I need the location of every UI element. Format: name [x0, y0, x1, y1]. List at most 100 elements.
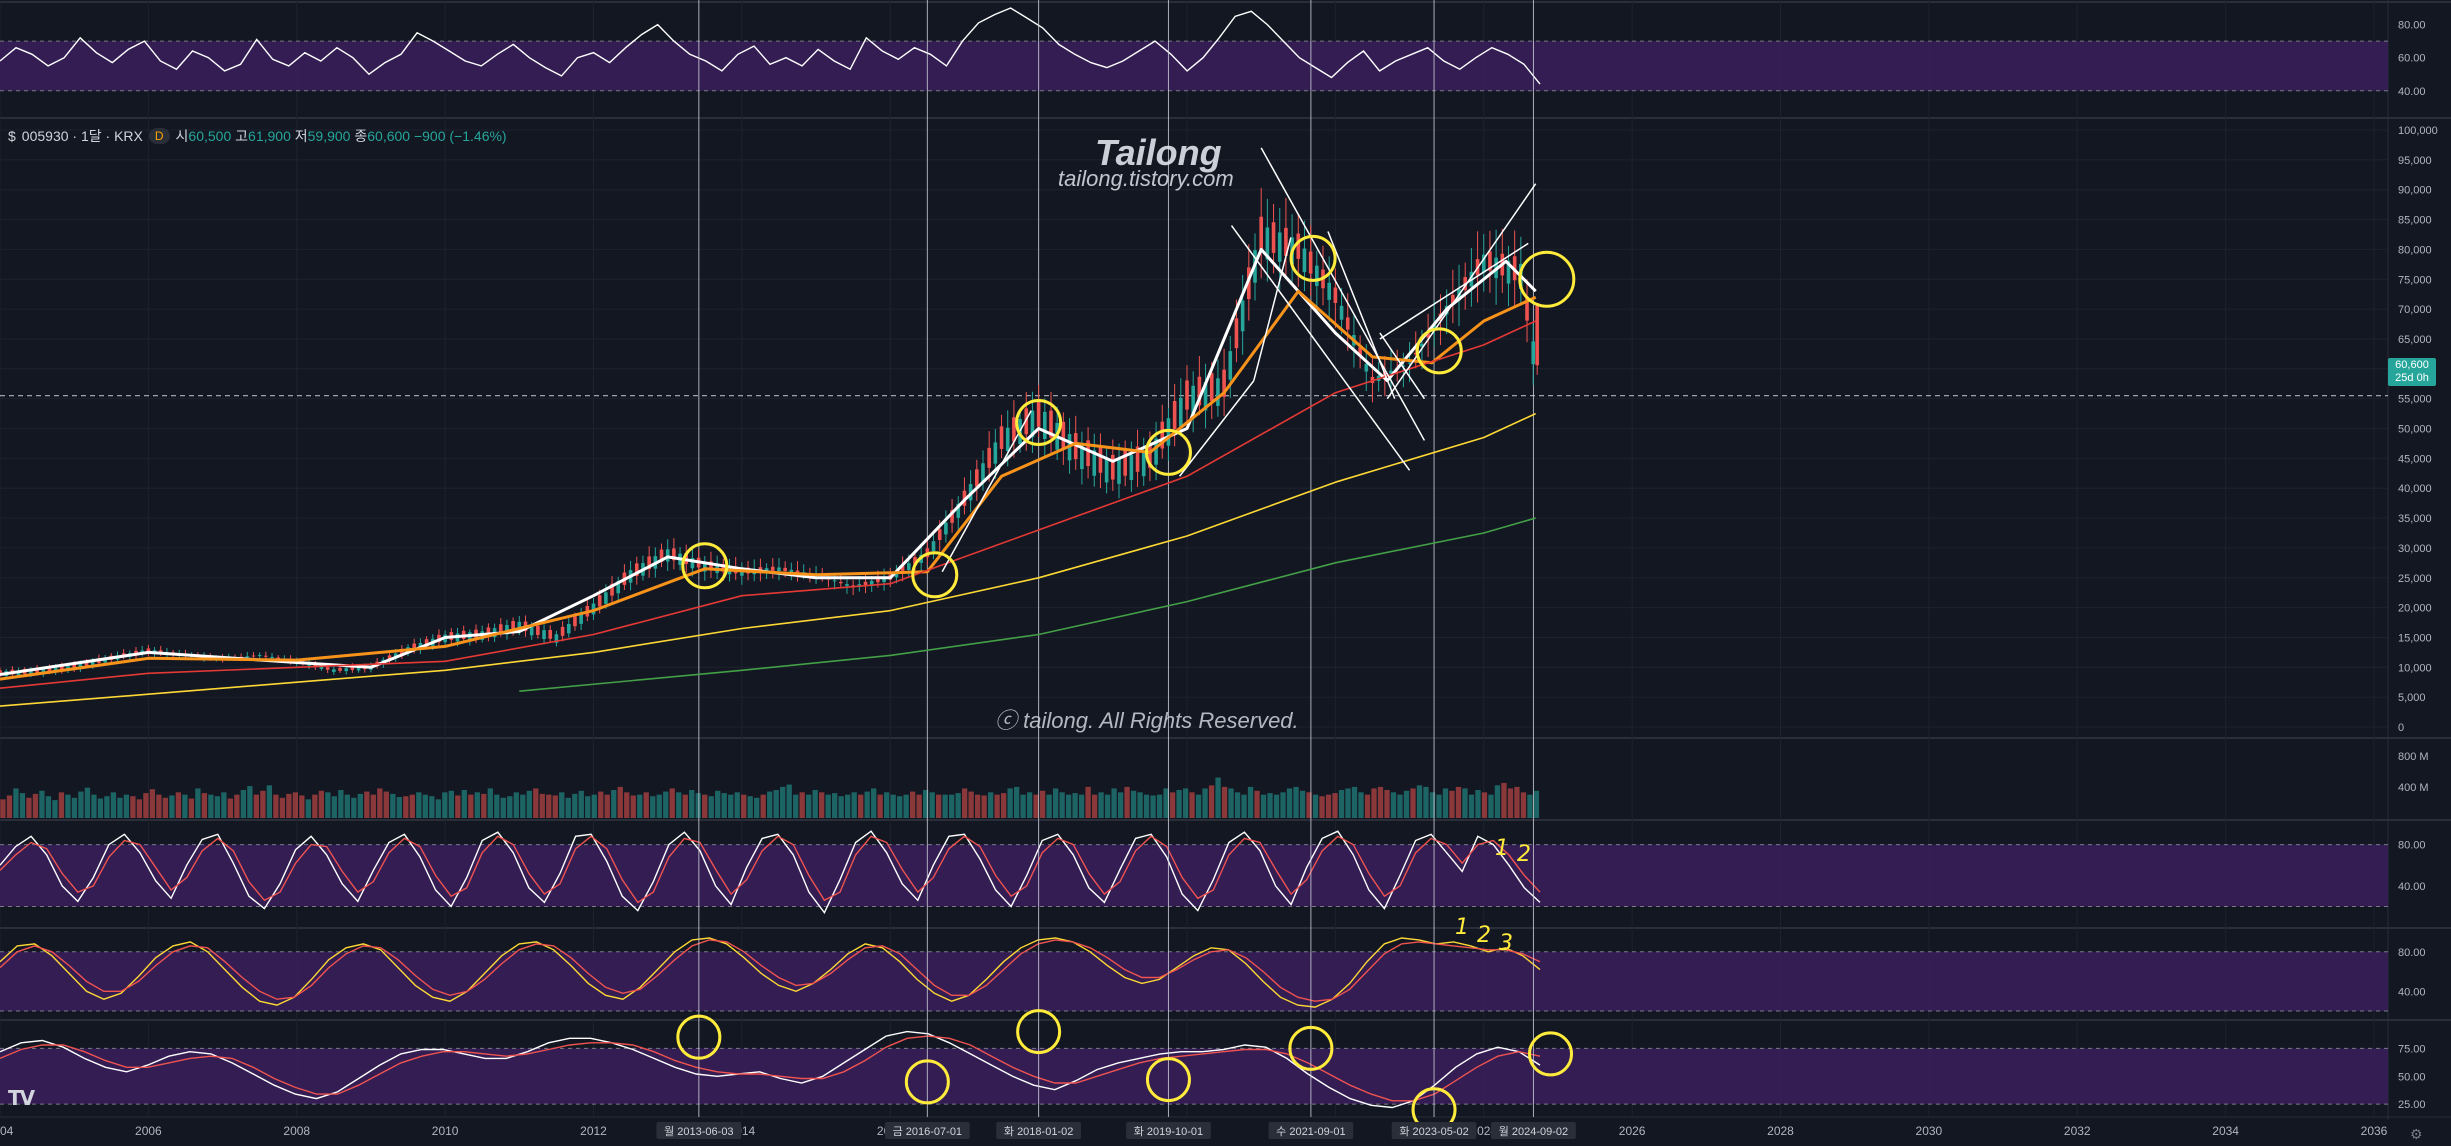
time-axis-label: 2008	[283, 1124, 310, 1138]
candle-body	[1420, 343, 1424, 347]
candle-body	[103, 658, 107, 663]
volume-bar	[117, 797, 123, 818]
volume-bar	[1397, 794, 1403, 818]
date-marker-chip	[996, 1122, 1082, 1139]
volume-bar	[845, 794, 851, 818]
volume-bar	[935, 794, 942, 818]
volume-bar	[273, 794, 279, 818]
volume-bar	[1052, 788, 1059, 818]
candle-body	[659, 549, 664, 563]
volume-bar	[630, 795, 636, 818]
trend-line	[1260, 147, 1426, 441]
candle-body	[845, 584, 849, 586]
candle-body	[1185, 380, 1189, 410]
candle-body	[35, 668, 39, 674]
candle-body	[350, 666, 355, 670]
candle-body	[554, 634, 559, 643]
volume-bar	[1046, 794, 1052, 818]
trend-line	[1379, 242, 1529, 340]
volume-bar	[812, 790, 818, 818]
oscillator-line-1	[0, 830, 1541, 915]
volume-bar	[97, 798, 104, 818]
volume-bar	[942, 794, 948, 818]
volume-bar	[1410, 788, 1416, 818]
settings-gear-icon[interactable]: ⚙	[2410, 1126, 2423, 1142]
volume-bar	[253, 794, 260, 818]
candle-body	[29, 669, 33, 675]
candle-body	[270, 656, 274, 659]
volume-bar	[305, 799, 311, 818]
oscillator-line-2	[0, 1035, 1541, 1102]
candle-body	[987, 447, 991, 468]
volume-bar	[526, 790, 532, 818]
volume-bar	[409, 794, 415, 818]
price-tick-label: 85,000	[2398, 215, 2432, 227]
volume-bar	[877, 794, 883, 818]
volume-bar	[6, 795, 13, 818]
watermark-title: Tailong	[1095, 132, 1222, 173]
candle-body	[1451, 294, 1455, 305]
candle-body	[264, 655, 268, 657]
volume-bar	[208, 794, 214, 818]
symbol-name[interactable]: 005930 · 1달 · KRX	[21, 128, 143, 144]
volume-bar	[585, 796, 591, 818]
volume-bar	[1455, 786, 1462, 818]
volume-bar	[91, 794, 97, 818]
moving-average-line-4	[0, 412, 1537, 707]
volume-bar	[1117, 792, 1124, 818]
volume-bar	[162, 797, 169, 818]
candle-body	[740, 569, 744, 576]
volume-bar	[240, 790, 247, 818]
candle-body	[344, 668, 349, 672]
volume-bar	[1078, 794, 1085, 818]
volume-bar	[1169, 792, 1176, 818]
candle-body	[84, 661, 89, 666]
volume-bar	[292, 792, 299, 818]
candle-body	[1172, 400, 1177, 430]
date-marker-label: 수 2021-09-01	[1276, 1125, 1345, 1138]
candle-body	[424, 639, 429, 646]
candle-body	[1247, 267, 1251, 300]
volume-bar	[1494, 785, 1501, 818]
oscillator-line-1	[0, 937, 1541, 1008]
price-tick-label: 30,000	[2398, 543, 2432, 555]
volume-bar	[1091, 794, 1098, 818]
symbol-header[interactable]: $ 005930 · 1달 · KRX D 시60,500 고61,900 저5…	[8, 126, 507, 146]
volume-bar	[1234, 792, 1241, 818]
candle-body	[90, 661, 95, 666]
candle-body	[1179, 397, 1183, 427]
volume-bar	[806, 794, 812, 818]
volume-bar	[78, 791, 84, 818]
candle-body	[1197, 376, 1202, 406]
volume-bar	[1150, 795, 1156, 818]
candle-body	[1104, 457, 1109, 483]
date-marker-label: 금 2016-07-01	[893, 1126, 962, 1138]
volume-bar	[136, 799, 143, 818]
volume-bar	[546, 794, 552, 818]
volume-bar	[1390, 792, 1397, 818]
volume-bar	[1156, 794, 1163, 818]
volume-bar	[1468, 794, 1475, 818]
axis-tick-label: 80.00	[2398, 947, 2426, 959]
date-marker-label: 화 2023-05-02	[1399, 1125, 1468, 1138]
volume-bar	[429, 796, 435, 818]
time-axis-label: 2024	[1470, 1124, 1497, 1138]
volume-bar	[32, 793, 39, 818]
volume-bar	[897, 796, 903, 818]
low-value: 59,900	[307, 128, 351, 144]
axis-tick-label: 25.00	[2398, 1099, 2426, 1111]
candle-body	[709, 561, 713, 571]
candle-body	[548, 629, 553, 639]
volume-bar	[1293, 786, 1299, 818]
time-axis-label: 2032	[2064, 1124, 2091, 1138]
volume-bar	[331, 796, 337, 818]
price-tick-label: 50,000	[2398, 424, 2432, 436]
moving-average-line-1	[0, 247, 1537, 676]
candle-body	[869, 580, 874, 585]
tradingview-logo-icon[interactable]: TV	[8, 1086, 35, 1110]
volume-bar	[565, 797, 571, 818]
candle-body	[1123, 450, 1127, 476]
volume-bar	[156, 794, 162, 818]
volume-bar	[403, 796, 409, 818]
